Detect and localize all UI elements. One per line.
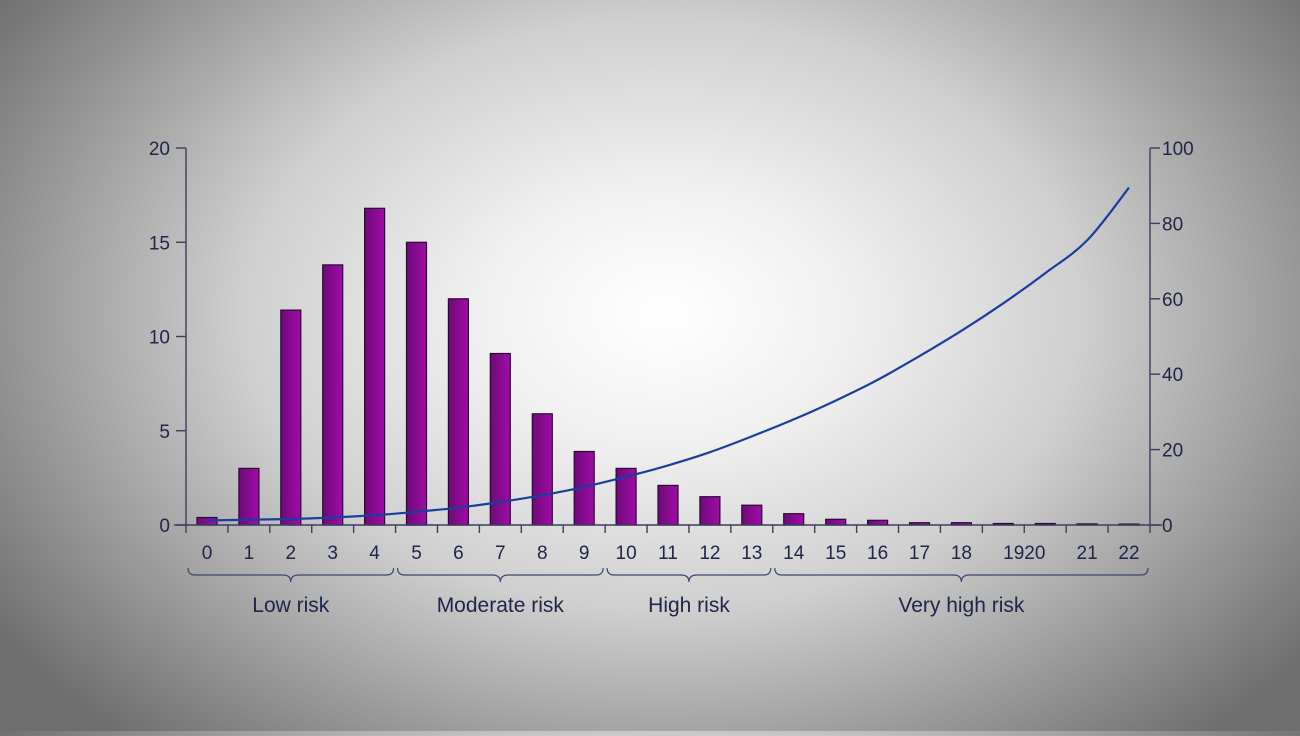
x-label-11: 11 bbox=[658, 543, 678, 564]
x-label-0: 0 bbox=[202, 543, 213, 564]
bar-6 bbox=[447, 298, 469, 526]
right-tick-label-40: 40 bbox=[1162, 365, 1183, 386]
group-label-1: Moderate risk bbox=[437, 594, 565, 617]
x-label-1920: 1920 bbox=[1003, 543, 1045, 564]
x-label-16: 16 bbox=[867, 543, 888, 564]
bar-15 bbox=[825, 518, 847, 526]
bar-14 bbox=[783, 513, 805, 526]
x-label-22: 22 bbox=[1118, 543, 1139, 564]
x-label-13: 13 bbox=[741, 543, 762, 564]
x-label-1: 1 bbox=[244, 543, 255, 564]
group-brace-1 bbox=[396, 567, 604, 583]
left-tick-label-10: 10 bbox=[149, 328, 170, 349]
bar-4 bbox=[364, 207, 386, 526]
group-label-0: Low risk bbox=[252, 594, 330, 617]
x-label-9: 9 bbox=[579, 543, 590, 564]
bar-12 bbox=[699, 496, 721, 526]
group-brace-3 bbox=[774, 567, 1149, 583]
axes-layer bbox=[174, 147, 1162, 533]
right-tick-label-0: 0 bbox=[1162, 516, 1173, 537]
bar-13 bbox=[741, 504, 763, 526]
x-label-8: 8 bbox=[537, 543, 548, 564]
x-label-14: 14 bbox=[783, 543, 805, 564]
x-label-5: 5 bbox=[411, 543, 422, 564]
x-label-7: 7 bbox=[495, 543, 506, 564]
x-label-6: 6 bbox=[453, 543, 464, 564]
bar-16 bbox=[866, 519, 889, 526]
x-label-3: 3 bbox=[327, 543, 338, 564]
line-layer bbox=[206, 186, 1130, 522]
left-tick-label-15: 15 bbox=[149, 233, 170, 254]
bar-1 bbox=[238, 467, 260, 526]
left-tick-label-20: 20 bbox=[149, 139, 170, 160]
right-tick-label-100: 100 bbox=[1162, 139, 1194, 160]
x-label-10: 10 bbox=[616, 543, 637, 564]
x-label-15: 15 bbox=[825, 543, 846, 564]
bar-2 bbox=[280, 309, 302, 526]
group-label-3: Very high risk bbox=[898, 594, 1025, 617]
right-tick-label-60: 60 bbox=[1162, 290, 1183, 311]
group-label-2: High risk bbox=[648, 594, 730, 617]
left-tick-label-0: 0 bbox=[159, 516, 170, 537]
bar-5 bbox=[405, 241, 428, 526]
bar-3 bbox=[322, 264, 344, 526]
bar-8 bbox=[531, 413, 553, 526]
x-label-12: 12 bbox=[699, 543, 720, 564]
x-label-17: 17 bbox=[909, 543, 930, 564]
right-tick-label-20: 20 bbox=[1162, 441, 1183, 462]
bars-layer bbox=[196, 207, 1140, 526]
x-label-2: 2 bbox=[286, 543, 297, 564]
right-tick-label-80: 80 bbox=[1162, 214, 1183, 235]
group-brace-0 bbox=[187, 567, 395, 583]
bar-7 bbox=[489, 352, 511, 526]
x-label-18: 18 bbox=[951, 543, 972, 564]
x-label-4: 4 bbox=[369, 543, 380, 564]
x-label-21: 21 bbox=[1077, 543, 1098, 564]
left-tick-label-5: 5 bbox=[159, 422, 170, 443]
risk-curve-line bbox=[206, 186, 1130, 522]
bar-11 bbox=[657, 484, 679, 526]
group-brace-2 bbox=[606, 567, 772, 583]
groups-layer: Low risk Moderate risk High risk Very high … bbox=[187, 567, 1149, 617]
